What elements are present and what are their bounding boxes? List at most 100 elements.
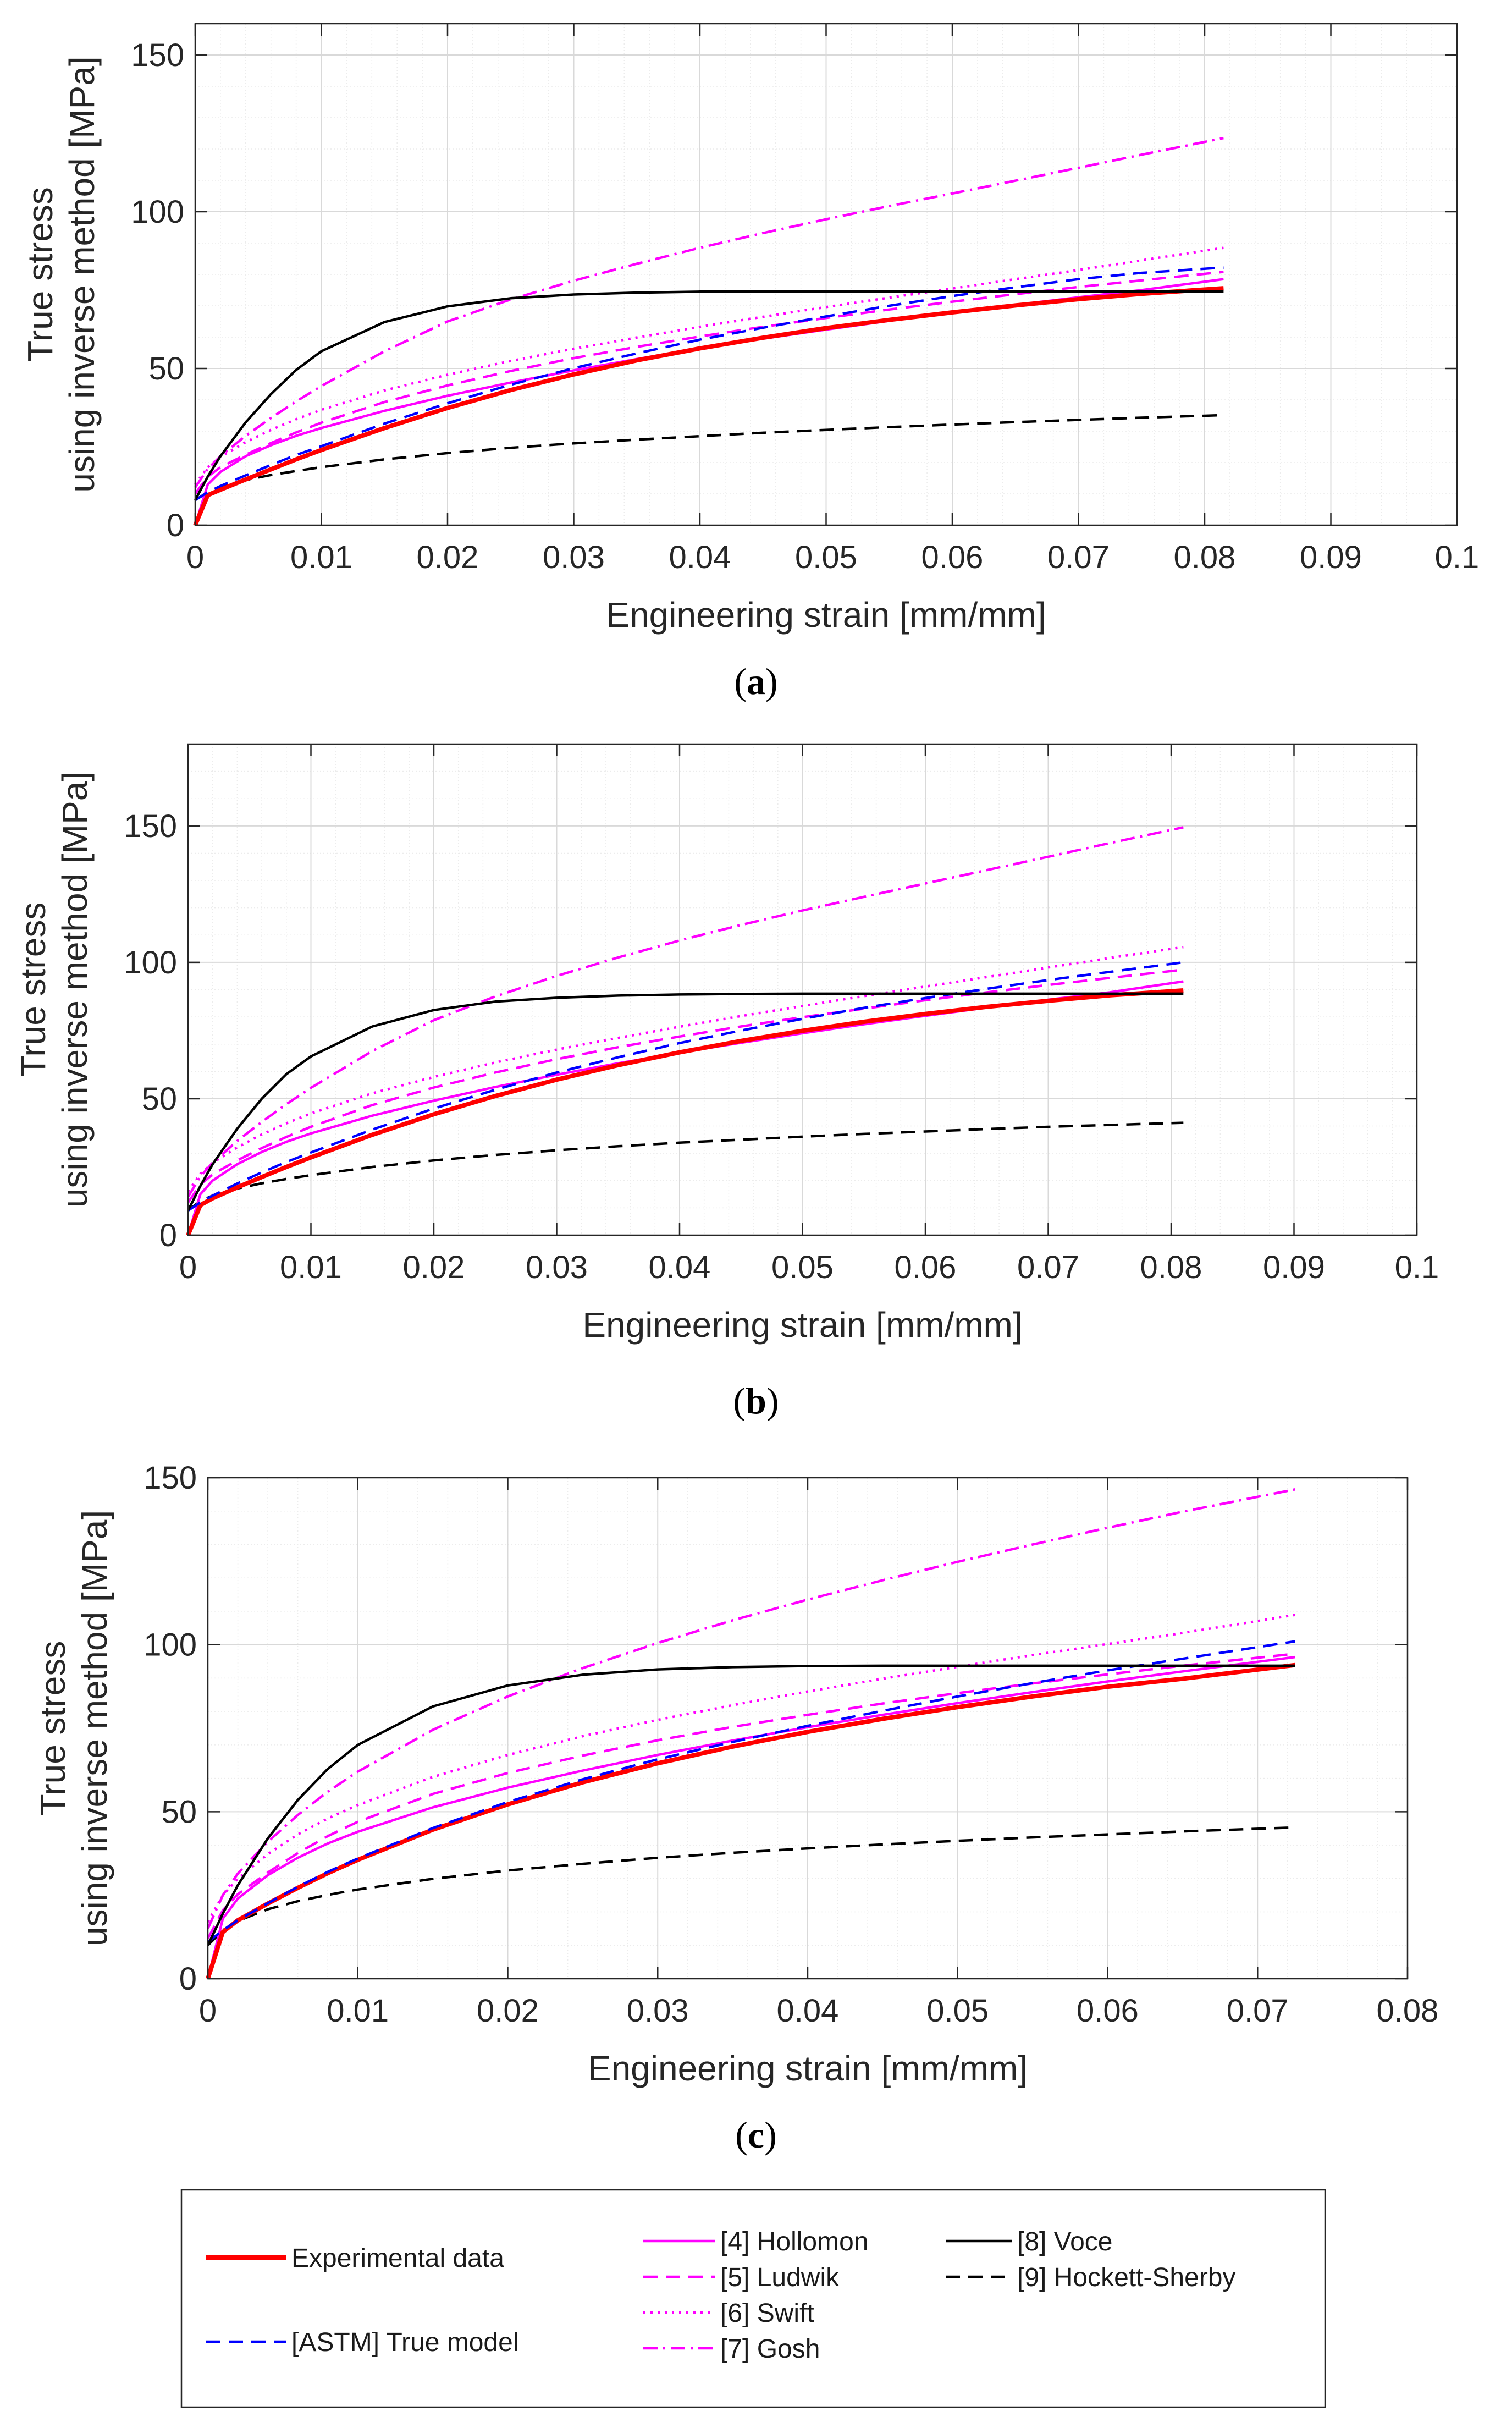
y-tick-label: 0: [167, 508, 184, 543]
y-tick-label: 50: [161, 1794, 197, 1830]
x-tick-label: 0.09: [1263, 1249, 1325, 1285]
y-tick-label: 100: [131, 194, 184, 230]
x-tick-label: 0.08: [1377, 1993, 1439, 2029]
series-line-astm-true-model: [187, 961, 1184, 1212]
series-line-7-gosh: [206, 1488, 1295, 1929]
subfigure-caption: (b): [733, 1380, 779, 1422]
x-tick-label: 0.05: [771, 1249, 834, 1285]
x-tick-label: 0.03: [526, 1249, 588, 1285]
y-axis-label-line-2: using inverse method [MPa]: [55, 772, 95, 1208]
x-tick-label: 0.08: [1174, 539, 1236, 575]
y-axis-label-line-1: True stress: [20, 187, 60, 362]
legend-label-6-swift: [6] Swift: [720, 2299, 814, 2328]
y-tick-label: 150: [124, 808, 177, 844]
caption-letter: b: [746, 1380, 766, 1422]
x-axis-label: Engineering strain [mm/mm]: [588, 2049, 1028, 2088]
legend-label-9-hockett-sherby: [9] Hockett-Sherby: [1017, 2263, 1236, 2292]
y-axis-label-line-1: True stress: [13, 902, 53, 1077]
x-axis-label: Engineering strain [mm/mm]: [582, 1305, 1022, 1345]
series-line-4-hollomon: [206, 1655, 1295, 1979]
y-tick-label: 150: [144, 1460, 197, 1496]
caption-letter: a: [747, 660, 765, 702]
x-tick-label: 0.04: [669, 539, 731, 575]
series-line-astm-true-model: [194, 266, 1224, 502]
x-tick-label: 0.06: [921, 539, 984, 575]
y-tick-label: 50: [141, 1081, 177, 1117]
y-axis-label-line-2: using inverse method [MPa]: [75, 1510, 114, 1946]
subfigure-caption: (a): [734, 660, 777, 702]
x-tick-label: 0: [179, 1249, 197, 1285]
x-tick-label: 0.02: [403, 1249, 465, 1285]
x-tick-label: 0.02: [477, 1993, 539, 2029]
x-tick-label: 0.06: [895, 1249, 957, 1285]
tick-marks: [207, 1477, 1409, 1980]
x-tick-label: 0.1: [1395, 1249, 1439, 1285]
x-tick-label: 0.03: [543, 539, 605, 575]
series-group: [186, 826, 1184, 1236]
y-tick-label: 0: [159, 1218, 177, 1253]
series-group: [193, 136, 1224, 526]
caption-close-paren: ): [764, 2114, 777, 2156]
chart-panel-c: 0 0.01 0.02 0.03 0.04 0.05 0.06 0.07 0.08 0 50 100 1…: [33, 1460, 1438, 2156]
tick-marks: [187, 744, 1418, 1236]
legend-label-4-hollomon: [4] Hollomon: [720, 2227, 868, 2256]
x-tick-label: 0.01: [327, 1993, 389, 2029]
x-tick-label: 0: [186, 539, 204, 575]
legend: Experimental data [ASTM] True model [4] Ho…: [180, 2189, 1326, 2408]
series-line-8-voce: [194, 290, 1224, 501]
y-axis-label: True stressusing inverse method [MPa]: [13, 772, 95, 1208]
legend-label-8-voce: [8] Voce: [1017, 2227, 1112, 2256]
series-line-7-gosh: [187, 826, 1184, 1198]
series-line-4-hollomon: [194, 278, 1224, 526]
x-tick-label: 0.01: [280, 1249, 342, 1285]
y-axis-label-line-2: using inverse method [MPa]: [62, 56, 102, 492]
y-tick-label: 150: [131, 37, 184, 73]
series-line-4-hollomon: [186, 980, 1184, 1236]
series-line-9-hockett-sherby: [194, 414, 1224, 502]
x-tick-label: 0.07: [1017, 1249, 1079, 1285]
series-line-9-hockett-sherby: [207, 1826, 1295, 1946]
series-group: [206, 1488, 1295, 1980]
x-tick-label: 0.06: [1077, 1993, 1139, 2029]
series-line-6-swift: [194, 246, 1224, 486]
x-tick-label: 0.05: [795, 539, 857, 575]
y-tick-label: 0: [179, 1961, 197, 1997]
legend-label-5-ludwik: [5] Ludwik: [720, 2263, 840, 2292]
caption-close-paren: ): [766, 1380, 779, 1422]
y-axis-label: True stressusing inverse method [MPa]: [20, 56, 102, 492]
x-tick-label: 0.09: [1300, 539, 1362, 575]
x-tick-label: 0.1: [1435, 539, 1480, 575]
series-line-5-ludwik: [187, 968, 1184, 1203]
x-axis-label: Engineering strain [mm/mm]: [606, 595, 1046, 635]
y-tick-label: 100: [124, 945, 177, 981]
chart-panel-a: 0 0.01 0.02 0.03 0.04 0.05 0.06 0.07 0.08 0.09 0.1…: [20, 23, 1480, 702]
series-line-5-ludwik: [207, 1652, 1295, 1940]
x-tick-label: 0.05: [926, 1993, 989, 2029]
x-tick-label: 0.08: [1140, 1249, 1202, 1285]
caption-letter: c: [748, 2114, 764, 2156]
series-line-8-voce: [206, 1664, 1295, 1946]
caption-close-paren: ): [765, 660, 778, 702]
series-line-9-hockett-sherby: [187, 1121, 1184, 1212]
legend-label-7-gosh: [7] Gosh: [720, 2335, 820, 2364]
x-tick-label: 0.04: [777, 1993, 839, 2029]
y-axis-label: True stressusing inverse method [MPa]: [33, 1510, 114, 1946]
legend-label-astm-true-model: [ASTM] True model: [291, 2328, 518, 2357]
x-tick-label: 0.01: [290, 539, 352, 575]
series-line-6-swift: [207, 1614, 1295, 1923]
series-line-experimental-data: [206, 1662, 1295, 1980]
series-line-5-ludwik: [194, 271, 1224, 495]
major-grid: [187, 744, 1417, 1236]
series-line-7-gosh: [194, 136, 1224, 488]
series-line-experimental-data: [186, 988, 1184, 1236]
series-line-8-voce: [186, 992, 1184, 1212]
legend-label-experimental-data: Experimental data: [291, 2244, 504, 2273]
y-axis-label-line-1: True stress: [33, 1641, 73, 1816]
x-tick-label: 0.07: [1047, 539, 1110, 575]
x-tick-label: 0: [199, 1993, 217, 2029]
caption-open-paren: (: [735, 2114, 748, 2156]
tick-marks: [194, 24, 1458, 526]
minor-grid: [208, 1478, 1408, 1979]
